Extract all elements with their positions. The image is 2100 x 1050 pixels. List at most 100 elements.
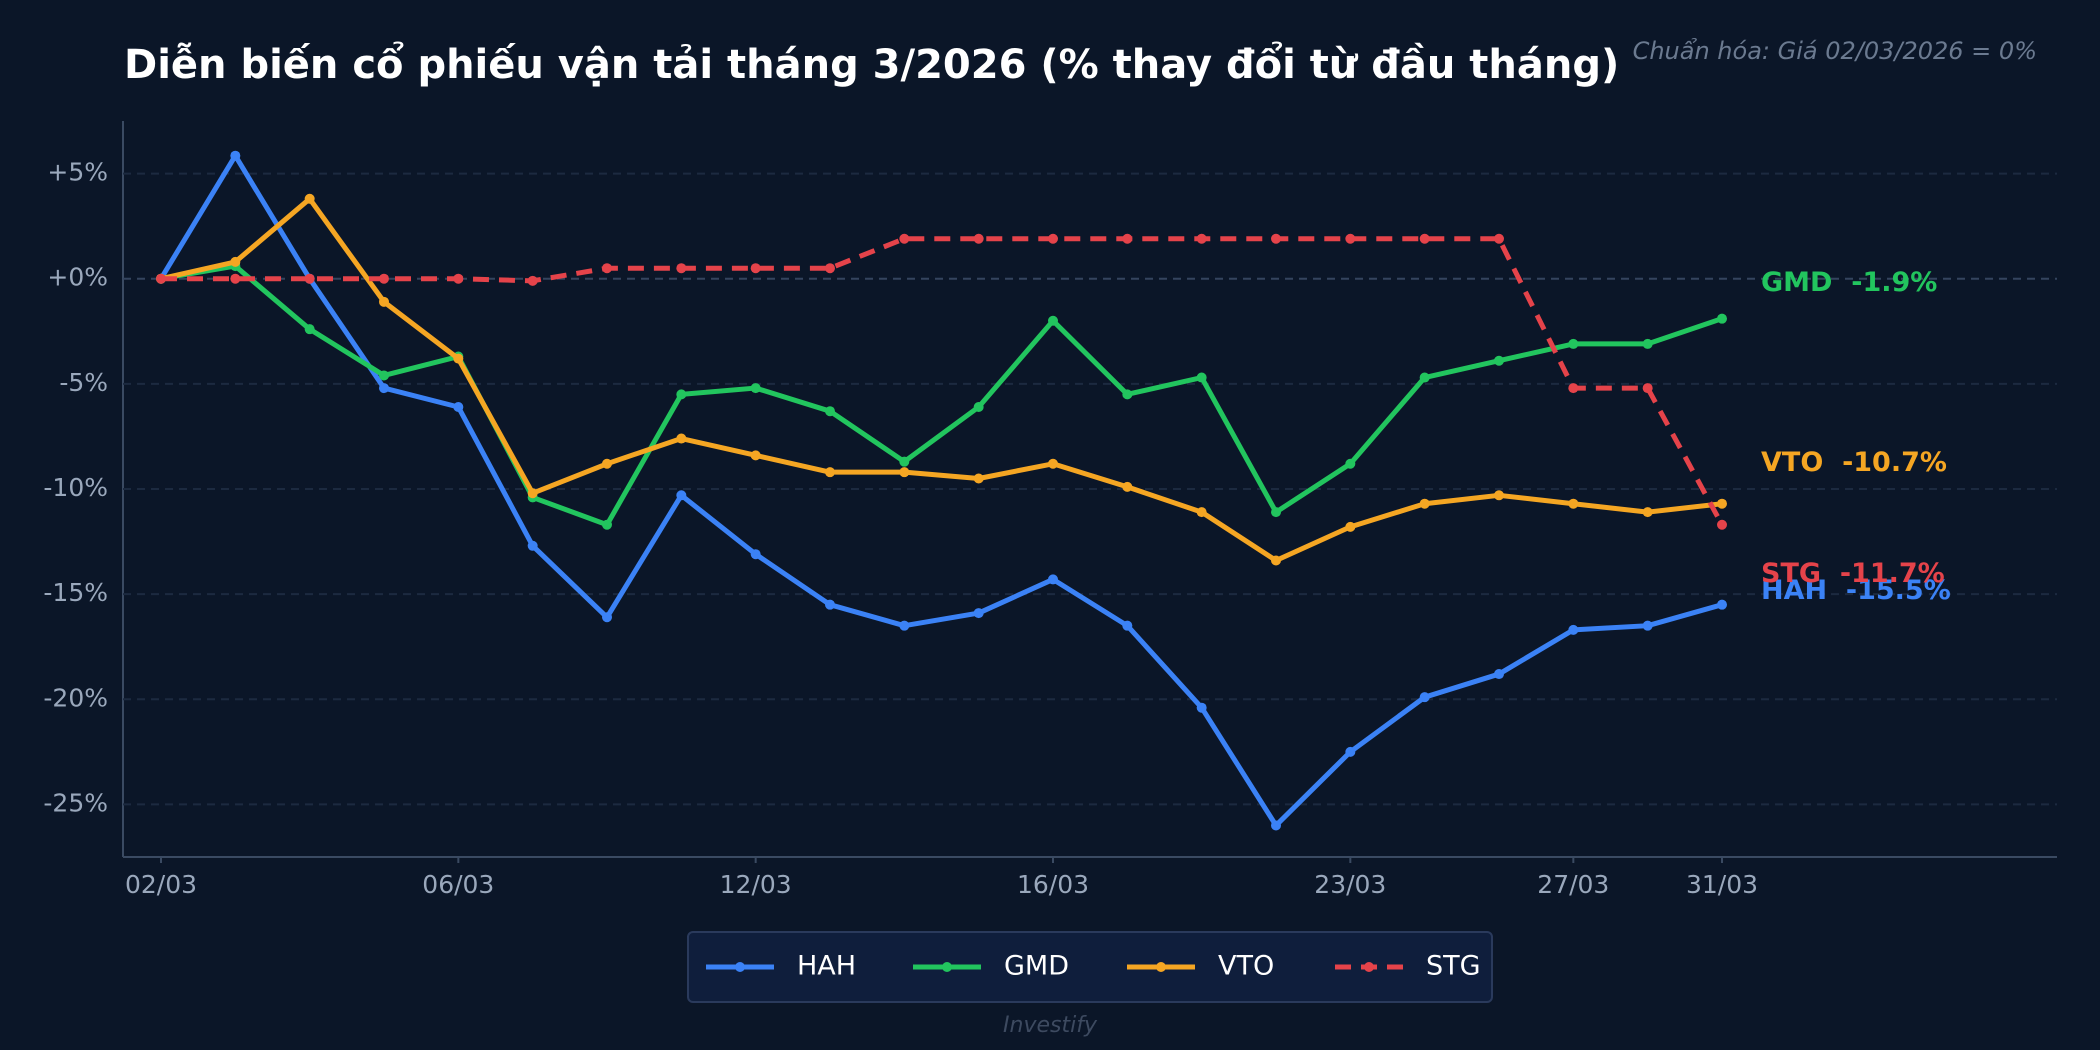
y-tick-label: +5% bbox=[47, 158, 108, 187]
data-point bbox=[1048, 233, 1058, 244]
data-point bbox=[676, 263, 687, 274]
data-point bbox=[1717, 599, 1727, 610]
data-point bbox=[1196, 372, 1207, 383]
data-point bbox=[230, 273, 241, 284]
data-point bbox=[230, 256, 241, 267]
data-point bbox=[1717, 519, 1727, 530]
data-point bbox=[1494, 355, 1504, 366]
footer: Investify bbox=[1003, 1013, 1098, 1038]
legend-marker bbox=[1364, 962, 1374, 972]
data-point bbox=[527, 488, 538, 499]
data-point bbox=[1419, 692, 1430, 703]
data-point bbox=[973, 401, 984, 412]
data-point bbox=[1122, 620, 1133, 631]
data-point bbox=[304, 324, 315, 335]
data-point bbox=[676, 433, 687, 444]
data-point bbox=[304, 273, 315, 284]
x-tick-label: 16/03 bbox=[1017, 870, 1089, 899]
data-point bbox=[602, 519, 612, 530]
data-point bbox=[1196, 507, 1207, 518]
data-point bbox=[1345, 458, 1356, 469]
data-point bbox=[825, 263, 835, 274]
x-tick-label: 06/03 bbox=[422, 870, 494, 899]
data-point bbox=[1345, 746, 1356, 757]
data-point bbox=[602, 263, 612, 274]
data-point bbox=[750, 549, 761, 560]
y-tick-label: +0% bbox=[47, 263, 108, 292]
data-point bbox=[899, 233, 910, 244]
data-point bbox=[379, 296, 389, 307]
data-point bbox=[1122, 233, 1133, 244]
data-point bbox=[1048, 315, 1058, 326]
end-label: STG -11.7% bbox=[1761, 558, 1945, 589]
data-point bbox=[527, 275, 538, 286]
data-point bbox=[1271, 555, 1281, 566]
data-point bbox=[1568, 498, 1579, 509]
data-point bbox=[973, 473, 984, 484]
data-point bbox=[1345, 233, 1356, 244]
data-point bbox=[156, 273, 166, 284]
data-point bbox=[304, 193, 315, 204]
data-point bbox=[1271, 233, 1281, 244]
data-point bbox=[1642, 507, 1653, 518]
data-point bbox=[602, 612, 612, 623]
data-point bbox=[1568, 338, 1579, 349]
x-tick-label: 31/03 bbox=[1686, 870, 1758, 899]
data-point bbox=[676, 490, 687, 501]
data-point bbox=[379, 383, 389, 394]
data-point bbox=[1196, 233, 1207, 244]
data-point bbox=[750, 383, 761, 394]
data-point bbox=[1494, 233, 1504, 244]
data-point bbox=[899, 467, 910, 478]
y-tick-label: -20% bbox=[43, 683, 108, 712]
end-label: GMD -1.9% bbox=[1761, 267, 1937, 298]
data-point bbox=[973, 233, 984, 244]
data-point bbox=[1419, 498, 1430, 509]
y-tick-label: -10% bbox=[43, 473, 108, 502]
data-point bbox=[825, 467, 835, 478]
legend-label: GMD bbox=[1004, 951, 1069, 982]
data-point bbox=[1271, 507, 1281, 518]
data-point bbox=[527, 540, 538, 551]
data-point bbox=[1419, 372, 1430, 383]
data-point bbox=[1196, 702, 1207, 713]
data-point bbox=[1419, 233, 1430, 244]
y-tick-label: -5% bbox=[59, 368, 108, 397]
data-point bbox=[1122, 481, 1133, 492]
data-point bbox=[1494, 669, 1504, 680]
data-point bbox=[899, 456, 910, 467]
data-point bbox=[379, 370, 389, 381]
data-point bbox=[1568, 383, 1579, 394]
data-point bbox=[1717, 313, 1727, 324]
legend-label: HAH bbox=[797, 951, 856, 982]
series-line bbox=[160, 196, 1723, 563]
data-point bbox=[1271, 820, 1281, 831]
data-point bbox=[1568, 624, 1579, 635]
y-tick-label: -25% bbox=[43, 788, 108, 817]
data-point bbox=[973, 608, 984, 619]
data-point bbox=[1048, 574, 1058, 585]
data-point bbox=[750, 263, 761, 274]
x-tick-label: 27/03 bbox=[1537, 870, 1609, 899]
legend-label: VTO bbox=[1218, 951, 1274, 982]
data-point bbox=[1642, 383, 1653, 394]
data-point bbox=[899, 620, 910, 631]
legend-marker bbox=[735, 962, 745, 972]
x-tick-label: 02/03 bbox=[125, 870, 197, 899]
y-tick-label: -15% bbox=[43, 578, 108, 607]
data-point bbox=[1494, 490, 1504, 501]
data-point bbox=[1642, 620, 1653, 631]
data-point bbox=[379, 273, 389, 284]
data-point bbox=[602, 458, 612, 469]
data-point bbox=[453, 401, 464, 412]
data-point bbox=[230, 150, 241, 161]
data-point bbox=[1122, 389, 1133, 400]
legend-marker bbox=[942, 962, 952, 972]
data-point bbox=[825, 599, 835, 610]
series-line bbox=[158, 153, 1723, 828]
data-point bbox=[825, 406, 835, 417]
data-point bbox=[1345, 521, 1356, 532]
